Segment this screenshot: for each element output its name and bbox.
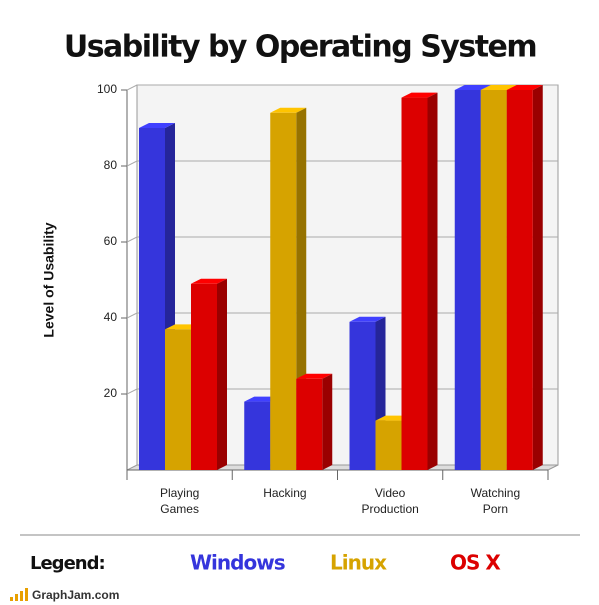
bar (139, 128, 165, 470)
bar-top (349, 316, 386, 322)
bar (480, 90, 507, 470)
legend-label: OS X (450, 551, 501, 575)
x-tick-label: Hacking (263, 486, 306, 500)
y-tick-label: 100 (97, 82, 117, 96)
bar-top (296, 373, 333, 379)
bar-top (454, 85, 491, 90)
grid-line (126, 160, 138, 167)
bar (165, 329, 191, 470)
bar (506, 90, 533, 470)
y-axis-label: Level of Usability (41, 222, 57, 337)
y-tick-label: 80 (104, 158, 118, 172)
bar (454, 90, 481, 470)
bar-side (322, 373, 333, 470)
bar-top (270, 107, 307, 113)
grid-line (126, 84, 138, 91)
legend-label: Windows (190, 551, 285, 575)
y-tick-label: 60 (104, 234, 118, 248)
bar (191, 283, 217, 470)
bar (270, 112, 297, 471)
x-tick-label: Video Production (361, 486, 418, 516)
logo (10, 588, 28, 601)
bar (401, 97, 428, 470)
bar-side (532, 85, 543, 470)
grid-line (126, 312, 138, 319)
footer: GraphJam.com (32, 588, 119, 602)
grid-line (126, 388, 138, 395)
bar-top (401, 92, 438, 98)
bar (296, 378, 323, 470)
bar-top (480, 85, 517, 90)
bar-top (191, 278, 227, 284)
y-tick-label: 40 (104, 310, 118, 324)
x-tick-label: Watching Porn (471, 486, 521, 516)
bar-side (427, 92, 438, 470)
chart-title: Usability by Operating System (64, 30, 536, 65)
legend-title: Legend: (30, 553, 105, 574)
bar (375, 420, 402, 470)
bar-top (139, 123, 175, 128)
bar (349, 321, 376, 470)
bar-top (506, 85, 543, 90)
y-tick-label: 20 (104, 386, 118, 400)
x-tick-label: Playing Games (160, 486, 199, 516)
bar (244, 401, 271, 470)
grid-line (126, 236, 138, 243)
bar-side (217, 278, 227, 470)
legend-label: Linux (330, 551, 387, 575)
